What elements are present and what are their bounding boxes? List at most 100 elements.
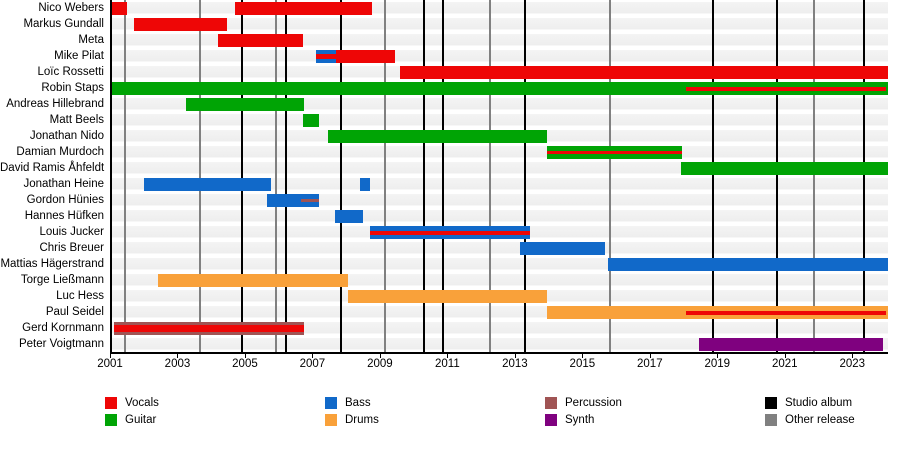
member-bar — [133, 17, 227, 31]
member-bar — [547, 305, 888, 319]
member-bar — [112, 1, 128, 15]
legend-label: Drums — [345, 414, 379, 426]
studio-album-line — [441, 0, 444, 352]
legend: Vocals Guitar Bass Drums Percussion Synth Stud… — [0, 397, 900, 437]
legend-label: Vocals — [125, 397, 159, 409]
member-label: Jonathan Heine — [23, 178, 104, 190]
secondary-role-stripe — [370, 230, 531, 235]
axis-tick — [244, 354, 246, 358]
secondary-role-stripe — [547, 150, 683, 154]
axis-tick-label: 2021 — [771, 358, 798, 370]
timeline-plot-area — [110, 0, 888, 354]
x-axis: 2001 2003 2005 2007 2009 2011 2013 2015 2017 2019… — [97, 354, 900, 376]
percussion-swatch — [545, 397, 557, 409]
other_release-swatch — [765, 414, 777, 426]
studio-album-line — [240, 0, 243, 352]
studio-album-line — [775, 0, 778, 352]
axis-tick — [717, 354, 719, 358]
member-bar — [348, 289, 548, 303]
member-bar — [186, 97, 305, 111]
other-release-line — [274, 0, 277, 352]
member-label: Gerd Kornmann — [22, 322, 104, 334]
member-label: Mike Pilat — [54, 50, 104, 62]
member-label: David Ramis Åhfeldt — [0, 162, 105, 174]
studio-album-line — [524, 0, 527, 352]
secondary-role-stripe — [300, 198, 320, 202]
member-bar — [699, 337, 883, 351]
member-label: Matt Beels — [49, 114, 104, 126]
member-bar — [327, 129, 548, 143]
legend-label: Guitar — [125, 414, 157, 426]
axis-tick-label: 2023 — [839, 358, 866, 370]
member-label: Louis Jucker — [39, 226, 104, 238]
secondary-role-stripe — [316, 53, 337, 59]
axis-tick — [514, 354, 516, 358]
axis-tick-label: 2015 — [569, 358, 596, 370]
other-release-line — [384, 0, 387, 352]
studio-album-line — [423, 0, 426, 352]
other-release-line — [124, 0, 127, 352]
studio-album-line — [340, 0, 343, 352]
secondary-role-stripe — [685, 310, 887, 315]
member-label: Mattias Hägerstrand — [0, 258, 104, 270]
legend-label: Other release — [785, 414, 855, 426]
axis-tick — [852, 354, 854, 358]
legend-label: Studio album — [785, 397, 853, 409]
member-bar — [680, 161, 888, 175]
member-bar — [218, 33, 303, 47]
member-bar — [112, 81, 888, 95]
axis-tick-label: 2017 — [637, 358, 663, 370]
axis-tick-label: 2011 — [435, 358, 460, 370]
member-label: Robin Staps — [41, 82, 104, 94]
member-bar — [520, 241, 605, 255]
axis-tick — [312, 354, 314, 358]
member-bar — [267, 193, 320, 207]
guitar-swatch — [105, 414, 117, 426]
member-bar — [113, 321, 305, 335]
member-label: Meta — [78, 34, 104, 46]
member-label: Nico Webers — [38, 2, 104, 14]
axis-tick — [582, 354, 584, 358]
member-label: Paul Seidel — [45, 306, 104, 318]
member-label: Damian Murdoch — [16, 146, 104, 158]
secondary-role-stripe — [685, 86, 887, 91]
legend-label: Synth — [565, 414, 595, 426]
member-label: Loïc Rossetti — [37, 66, 104, 78]
axis-tick-label: 2001 — [97, 358, 123, 370]
studio-album-line — [284, 0, 287, 352]
axis-tick-label: 2003 — [164, 358, 191, 370]
axis-tick — [110, 354, 111, 358]
member-label: Torge Ließmann — [20, 274, 104, 286]
legend-label: Bass — [345, 397, 371, 409]
axis-tick — [649, 354, 651, 358]
member-bar — [370, 225, 531, 239]
other-release-line — [488, 0, 491, 352]
other-release-line — [608, 0, 611, 352]
legend-label: Percussion — [565, 397, 622, 409]
member-bar — [547, 145, 683, 159]
synth-swatch — [545, 414, 557, 426]
studio-album-line — [863, 0, 866, 352]
axis-tick — [784, 354, 786, 358]
axis-tick-label: 2013 — [502, 358, 528, 370]
other-release-line — [812, 0, 815, 352]
member-bar — [235, 1, 372, 15]
member-label: Jonathan Nido — [29, 130, 104, 142]
axis-tick — [379, 354, 381, 358]
member-bar — [302, 113, 320, 127]
axis-tick — [447, 354, 449, 358]
member-label: Markus Gundall — [23, 18, 104, 30]
studio-album-line — [711, 0, 714, 352]
member-bar — [316, 49, 337, 63]
studio_album-swatch — [765, 397, 777, 409]
member-label: Hannes Hüfken — [24, 210, 104, 222]
axis-tick-label: 2009 — [367, 358, 393, 370]
member-bar — [334, 209, 364, 223]
member-bar — [157, 273, 349, 287]
secondary-role-stripe — [113, 324, 305, 332]
member-label: Luc Hess — [56, 290, 104, 302]
member-label: Chris Breuer — [39, 242, 104, 254]
drums-swatch — [325, 414, 337, 426]
axis-tick-label: 2019 — [704, 358, 731, 370]
